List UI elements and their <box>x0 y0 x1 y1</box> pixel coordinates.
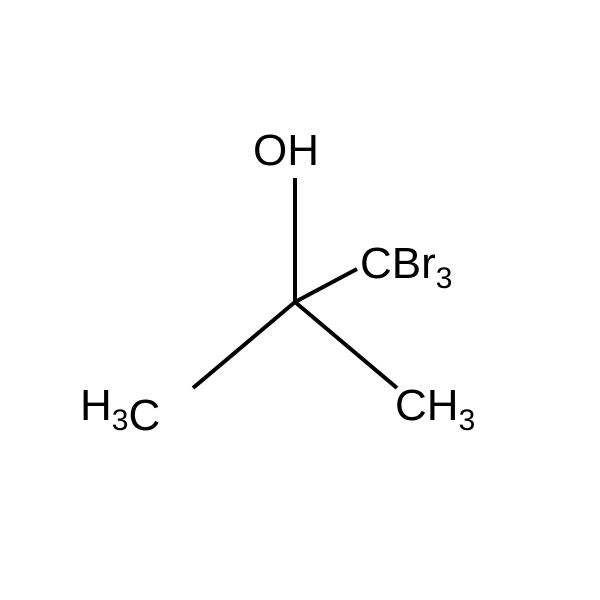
atom-label-ch3: CH3 <box>395 381 475 437</box>
atom-label-h3c: H3C <box>80 381 160 440</box>
bond <box>295 302 397 388</box>
bond <box>193 302 295 388</box>
bond <box>295 269 357 302</box>
atom-label-cbr3: CBr3 <box>360 239 452 295</box>
molecule-diagram: OH CBr3 H3C CH3 <box>0 0 600 600</box>
atom-label-oh: OH <box>253 126 319 175</box>
